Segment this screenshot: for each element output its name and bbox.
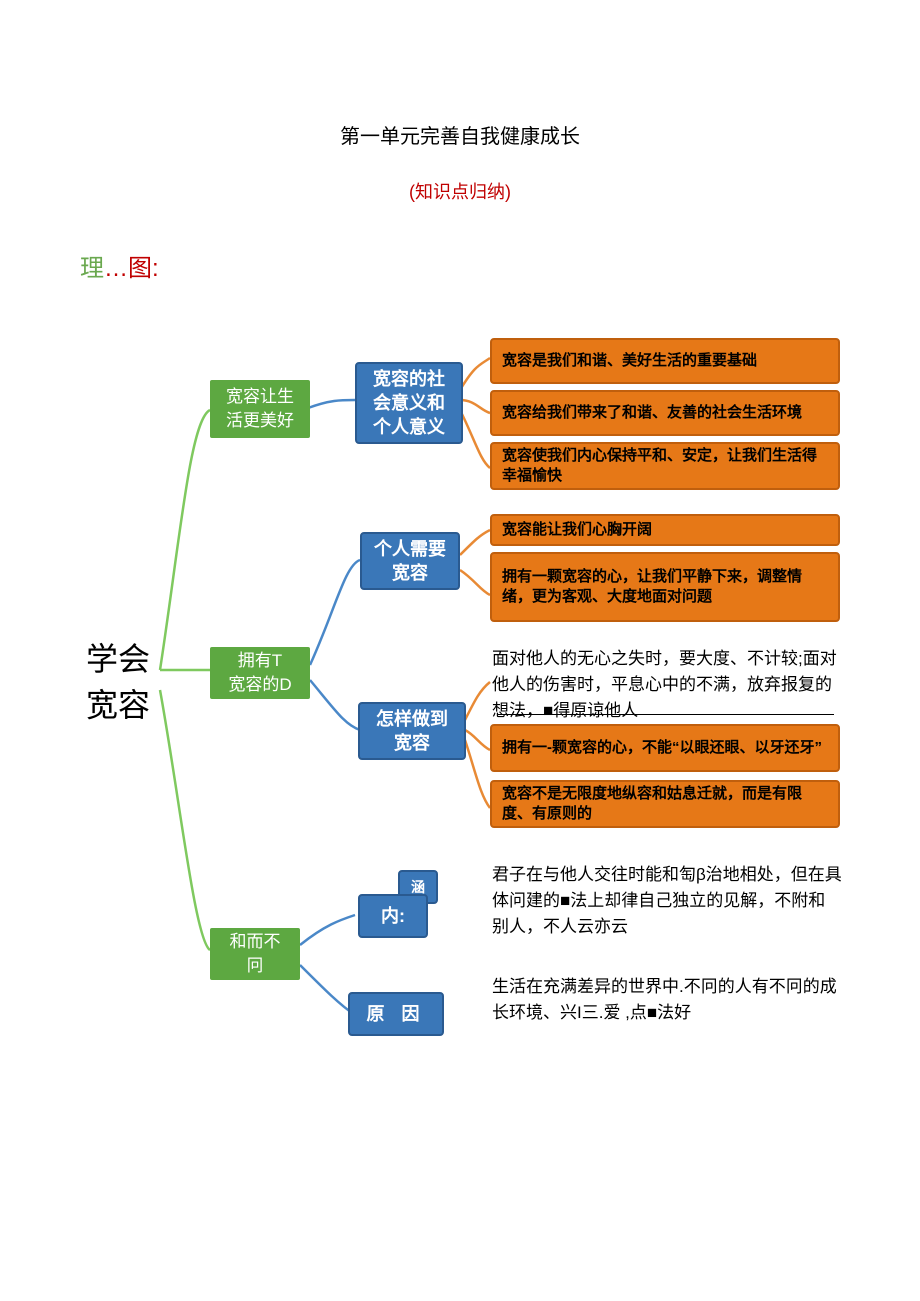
- legend-dots: …: [104, 255, 128, 282]
- leaf-c1-text: 君子在与他人交往时能和匋β治地相处，但在具体问建的■法上却律自己独立的见解，不附…: [492, 862, 842, 940]
- legend-prefix: 理: [80, 255, 104, 282]
- root-line2: 宽容: [86, 682, 150, 728]
- l2-node-c: 和而不冋: [210, 928, 300, 980]
- l2-node-b: 拥有T宽容的D: [210, 647, 310, 699]
- leaf-b2-0-text: 面对他人的无心之失时，要大度、不计较;面对他人的伤害时，平息心中的不满，放弃报复…: [492, 646, 840, 724]
- l2-node-a: 宽容让生活更美好: [210, 380, 310, 438]
- page-title: 第一单元完善自我健康成长: [0, 120, 920, 149]
- underline-b2-0: [498, 714, 834, 715]
- page-subtitle: (知识点归纳): [0, 178, 920, 204]
- leaf-b2-1: 拥有一-颗宽容的心，不能“以眼还眼、以牙还牙”: [490, 724, 840, 772]
- leaf-b1-2: 拥有一颗宽容的心，让我们平静下来，调整情绪，更为客观、大度地面对问题: [490, 552, 840, 622]
- leaf-b1-1: 宽容能让我们心胸开阔: [490, 514, 840, 546]
- legend-suffix: 图:: [128, 255, 159, 282]
- leaf-c2-text: 生活在充满差异的世界中.不冋的人有不冋的成长环境、兴I三.爱 ,点■法好: [492, 974, 842, 1026]
- legend-label: 理…图:: [80, 248, 159, 283]
- mindmap-root: 学会 宽容: [86, 636, 150, 728]
- leaf-b2-2: 宽容不是无限度地纵容和姑息迁就，而是有限度、有原则的: [490, 780, 840, 828]
- l3-node-c1: 内:: [358, 894, 428, 938]
- leaf-a1-2: 宽容给我们带来了和谐、友善的社会生活环境: [490, 390, 840, 436]
- l3-node-a1: 宽容的社会意义和个人意义: [355, 362, 463, 444]
- l3-node-b1: 个人需要宽容: [360, 532, 460, 590]
- leaf-a1-1: 宽容是我们和谐、美好生活的重要基础: [490, 338, 840, 384]
- l3-node-c2: 原 因: [348, 992, 444, 1036]
- root-line1: 学会: [86, 636, 150, 682]
- l3-node-b2: 怎样做到宽容: [358, 702, 466, 760]
- leaf-a1-3: 宽容使我们内心保持平和、安定，让我们生活得幸福愉快: [490, 442, 840, 490]
